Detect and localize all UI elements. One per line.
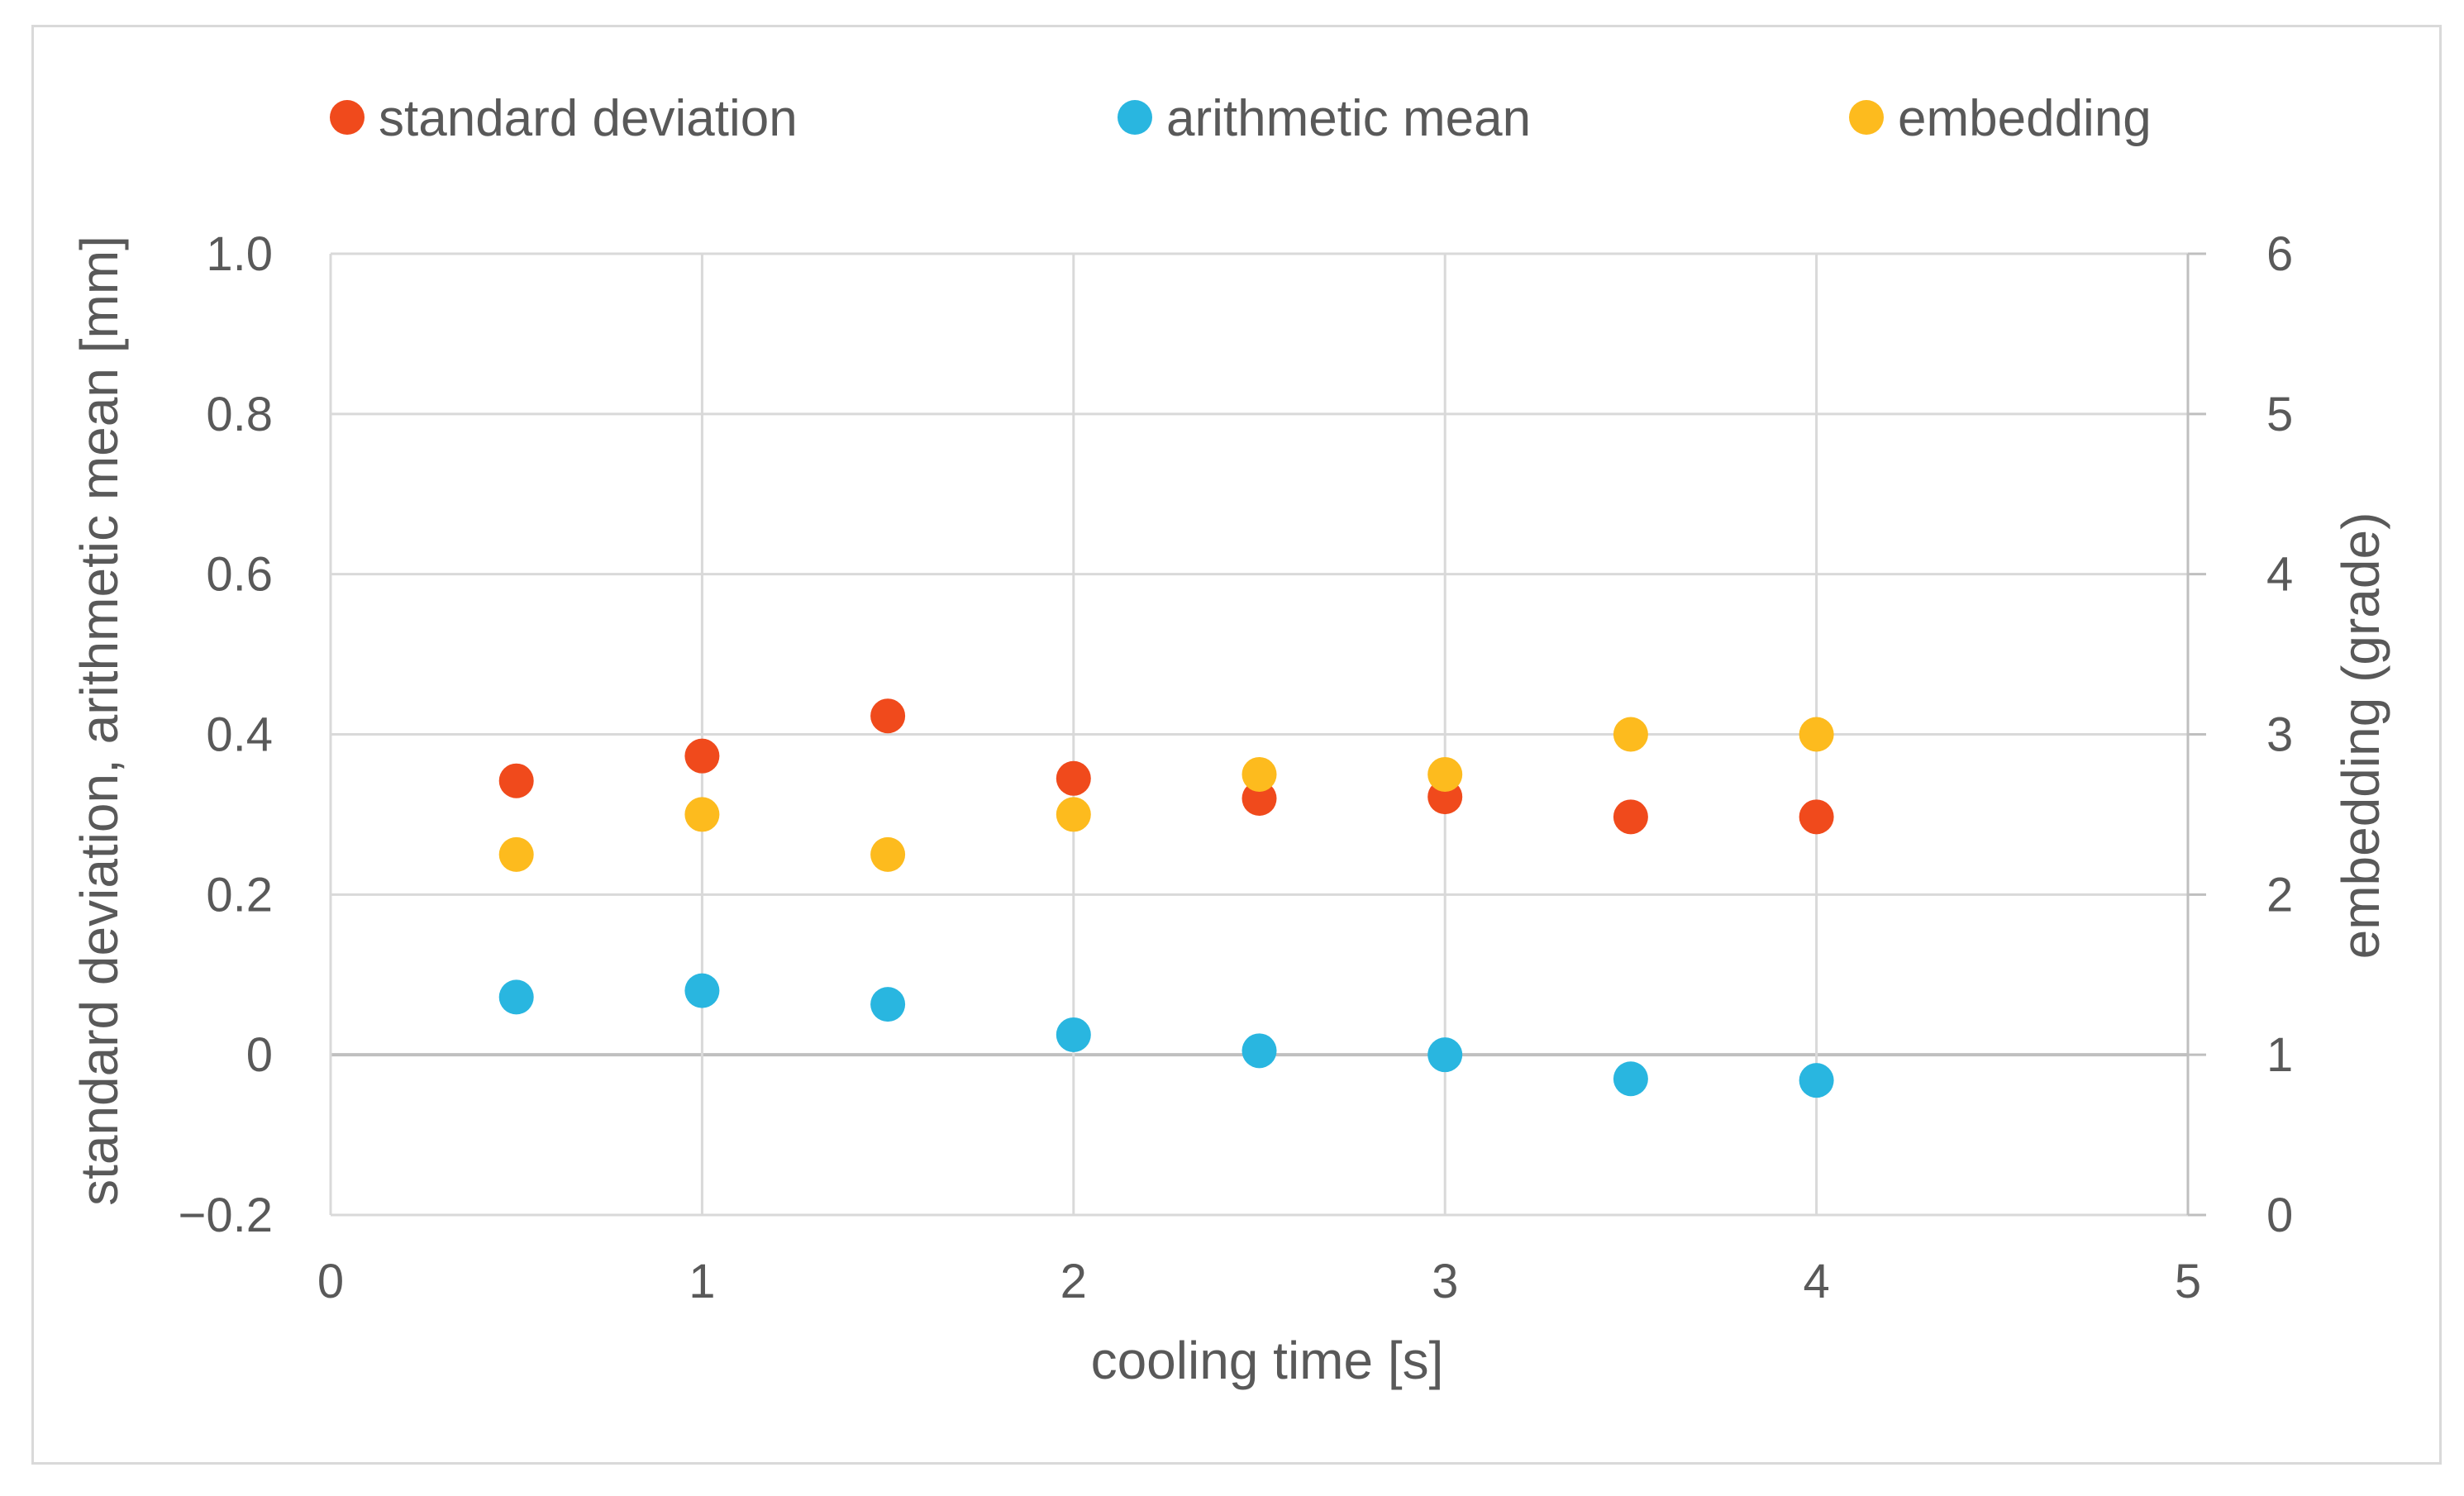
point-standard-deviation [870,698,906,734]
point-embedding [1427,756,1463,792]
point-arithmetic-mean [1242,1033,1277,1069]
point-arithmetic-mean [1427,1037,1463,1073]
tick-labels: −0.2 0 0.2 0.4 0.6 0.8 1.0 0 1 2 3 4 5 0 1 2 3 4 5 6 [179,227,2294,1308]
y-tick-label: 0.6 [206,548,273,602]
point-embedding [684,797,720,832]
gridlines [329,252,2190,1217]
legend: standard deviation arithmetic mean embeddi… [330,90,2152,147]
y2-tick-label: 2 [2266,868,2293,922]
x-tick-label: 1 [689,1255,715,1308]
chart-frame [31,25,2442,1465]
data-points [498,698,1834,1098]
point-arithmetic-mean [1799,1063,1834,1098]
point-embedding [1799,717,1834,752]
y-tick-label: −0.2 [179,1189,274,1242]
y2-tick-label: 0 [2266,1189,2293,1242]
legend-label: standard deviation [379,90,798,147]
y-tick-label: 0.8 [206,388,273,441]
y2-tick-label: 4 [2266,548,2293,602]
point-embedding [1613,717,1648,752]
y2-tick-label: 5 [2266,388,2293,441]
point-embedding [498,836,534,872]
x-tick-label: 3 [1432,1255,1458,1308]
y-tick-label: 0.2 [206,868,273,922]
legend-item-standard-deviation: standard deviation [330,90,798,147]
point-embedding [1242,756,1277,792]
y2-tick-label: 6 [2266,227,2293,281]
legend-marker [1849,100,1884,135]
x-tick-label: 4 [1803,1255,1829,1308]
point-embedding [870,836,906,872]
y-tick-label: 1.0 [206,227,273,281]
x-axis-title: cooling time [s] [1091,1331,1444,1390]
point-arithmetic-mean [1056,1017,1091,1052]
point-standard-deviation [1799,799,1834,835]
point-standard-deviation [498,763,534,798]
point-arithmetic-mean [684,973,720,1008]
y2-tick-label: 1 [2266,1028,2293,1082]
point-arithmetic-mean [1613,1061,1648,1097]
legend-item-arithmetic-mean: arithmetic mean [1118,90,1531,147]
point-arithmetic-mean [870,987,906,1022]
axes [2186,252,2206,1217]
point-standard-deviation [1056,760,1091,796]
y2-axis-title: embedding (grade) [2331,512,2390,960]
point-standard-deviation [684,738,720,774]
point-standard-deviation [1242,781,1277,817]
y2-tick-label: 3 [2266,708,2293,762]
x-tick-label: 2 [1060,1255,1087,1308]
legend-marker [330,100,365,135]
legend-marker [1118,100,1152,135]
x-tick-label: 5 [2175,1255,2201,1308]
legend-item-embedding: embedding [1849,90,2152,147]
point-arithmetic-mean [498,979,534,1015]
legend-label: embedding [1898,90,2152,147]
x-tick-label: 0 [317,1255,344,1308]
y-tick-label: 0 [246,1028,273,1082]
y-tick-label: 0.4 [206,708,273,762]
legend-label: arithmetic mean [1166,90,1531,147]
point-embedding [1056,797,1091,832]
point-standard-deviation [1613,799,1648,835]
y-axis-title: standard deviation, arithmetic mean [mm] [69,236,129,1206]
